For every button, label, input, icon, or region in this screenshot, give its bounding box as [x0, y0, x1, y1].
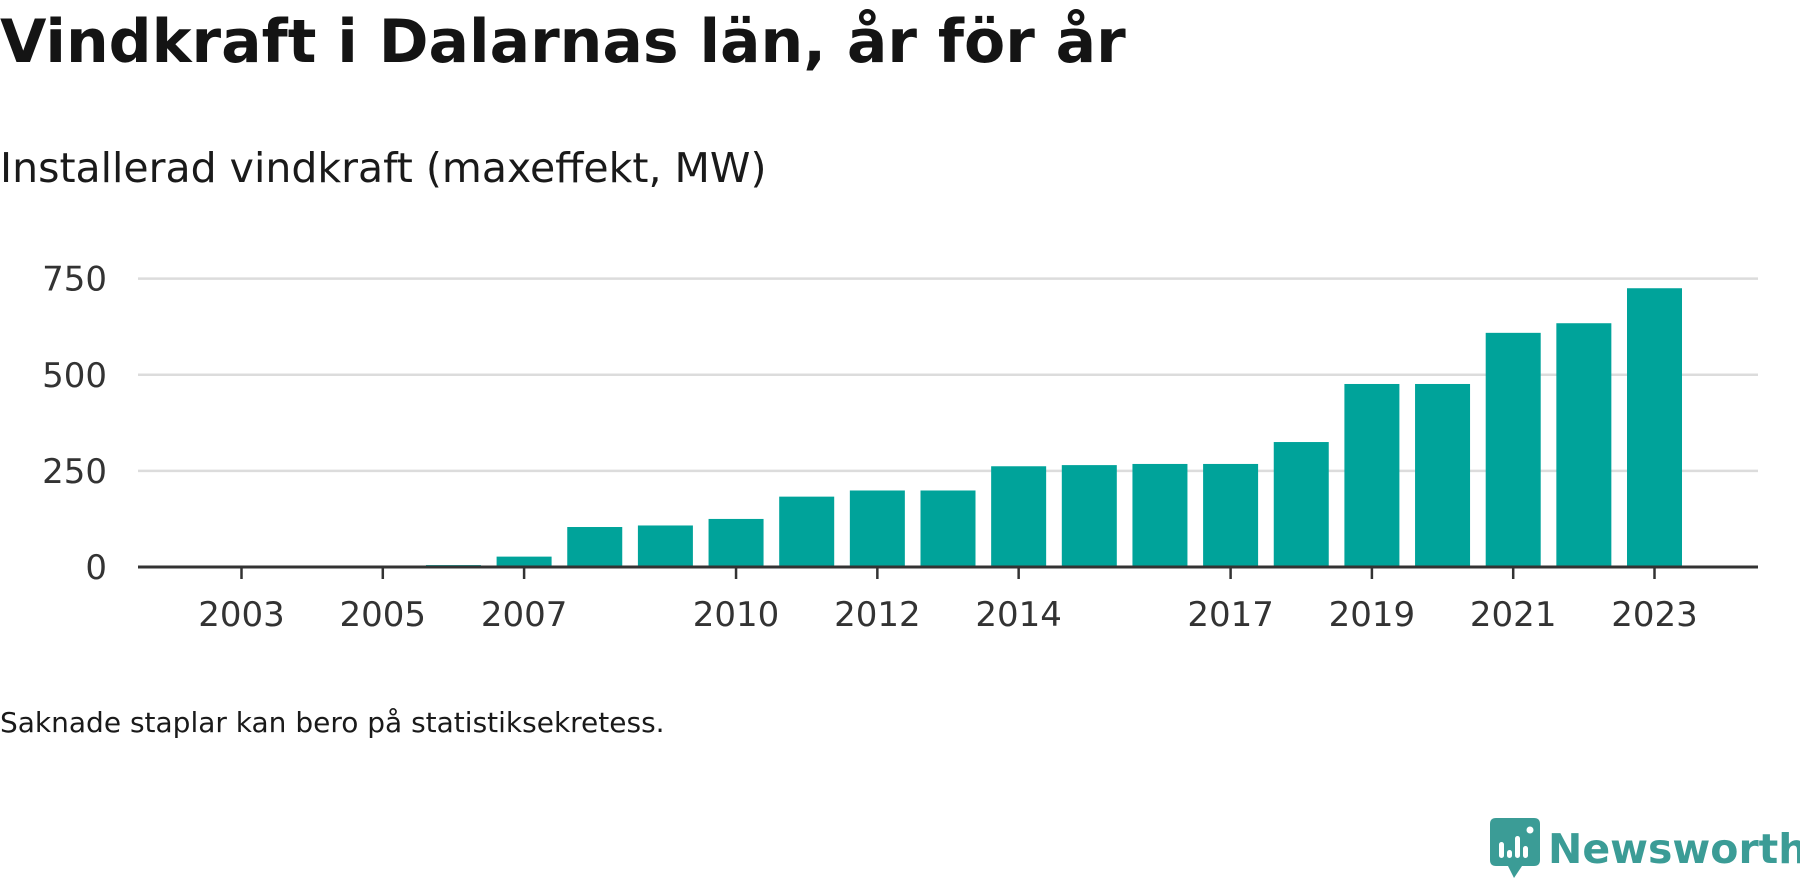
bar-2017 — [1203, 463, 1259, 567]
x-tick-label: 2019 — [1329, 595, 1416, 635]
bar-2014 — [991, 466, 1047, 567]
bar-2018 — [1273, 442, 1329, 567]
newsworthy-logo-text: Newsworthy — [1548, 825, 1800, 873]
bar-2016 — [1132, 463, 1188, 567]
bar-2015 — [1061, 465, 1117, 567]
bar-2013 — [920, 490, 976, 567]
bar-2019 — [1344, 383, 1400, 567]
bar-2011 — [779, 496, 835, 567]
newsworthy-logo: Newsworthy — [1490, 818, 1800, 880]
bar-2022 — [1556, 323, 1612, 567]
y-tick-label: 0 — [85, 548, 107, 588]
x-tick-label: 2017 — [1187, 595, 1274, 635]
x-tick-label: 2005 — [340, 595, 427, 635]
x-tick-label: 2012 — [834, 595, 921, 635]
bar-2020 — [1415, 383, 1471, 567]
x-tick-label: 2021 — [1470, 595, 1557, 635]
y-tick-label: 500 — [42, 356, 107, 396]
bar-2008 — [567, 527, 623, 567]
bar-2009 — [637, 525, 693, 567]
chart-subtitle: Installerad vindkraft (maxeffekt, MW) — [0, 144, 767, 192]
newsworthy-logo-icon — [1490, 818, 1540, 878]
bar-2007 — [496, 556, 552, 567]
bars — [425, 288, 1682, 567]
bar-2023 — [1627, 288, 1682, 567]
bar-2010 — [708, 518, 764, 567]
bar-2012 — [849, 490, 905, 567]
chart-title: Vindkraft i Dalarnas län, år för år — [0, 7, 1126, 77]
y-tick-label: 750 — [42, 260, 107, 300]
x-tick-label: 2007 — [481, 595, 568, 635]
y-axis-ticks: 0 250 500 750 — [42, 260, 107, 588]
x-tick-label: 2003 — [198, 595, 285, 635]
x-axis-ticks: 2003 2005 2007 2010 2012 2014 2017 2019 2021 2023 — [198, 567, 1698, 635]
footnote: Saknade staplar kan bero på statistiksek… — [0, 706, 665, 739]
x-tick-label: 2023 — [1611, 595, 1698, 635]
y-tick-label: 250 — [42, 452, 107, 492]
bar-2021 — [1485, 332, 1541, 567]
x-tick-label: 2014 — [975, 595, 1062, 635]
x-tick-label: 2010 — [693, 595, 780, 635]
